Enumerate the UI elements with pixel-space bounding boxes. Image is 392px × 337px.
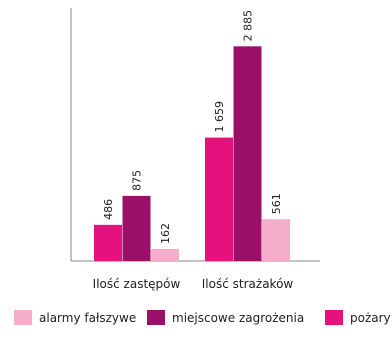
bar-2-2 — [233, 46, 262, 262]
data-label-2-2: 2 885 — [242, 10, 255, 42]
legend: alarmy fałszywe miejscowe zagrożenia pożar… — [14, 310, 391, 325]
category-ticks-group: Ilość zastępów Ilość strażaków — [93, 277, 294, 291]
bar-1-3 — [151, 248, 179, 261]
legend-label-2: miejscowe zagrożenia — [172, 311, 304, 325]
category-tick-1: Ilość zastępów — [93, 277, 181, 291]
data-label-2-3: 561 — [270, 193, 283, 214]
legend-swatch-3 — [325, 310, 343, 325]
data-label-1-1: 486 — [102, 199, 115, 220]
bars-group — [94, 46, 290, 262]
legend-swatch-1 — [14, 310, 32, 325]
data-label-1-2: 875 — [131, 170, 144, 191]
data-labels-group: 486 875 162 1 659 2 885 561 — [102, 10, 283, 244]
data-label-1-3: 162 — [159, 223, 172, 244]
bar-1-1 — [94, 224, 122, 261]
legend-label-3: pożary — [350, 311, 391, 325]
legend-label-1: alarmy fałszywe — [39, 311, 136, 325]
bar-2-3 — [262, 219, 290, 261]
legend-swatch-2 — [147, 310, 165, 325]
bar-1-2 — [122, 195, 151, 261]
category-tick-2: Ilość strażaków — [202, 277, 294, 291]
bar-2-1 — [205, 137, 233, 261]
data-label-2-1: 1 659 — [213, 101, 226, 133]
